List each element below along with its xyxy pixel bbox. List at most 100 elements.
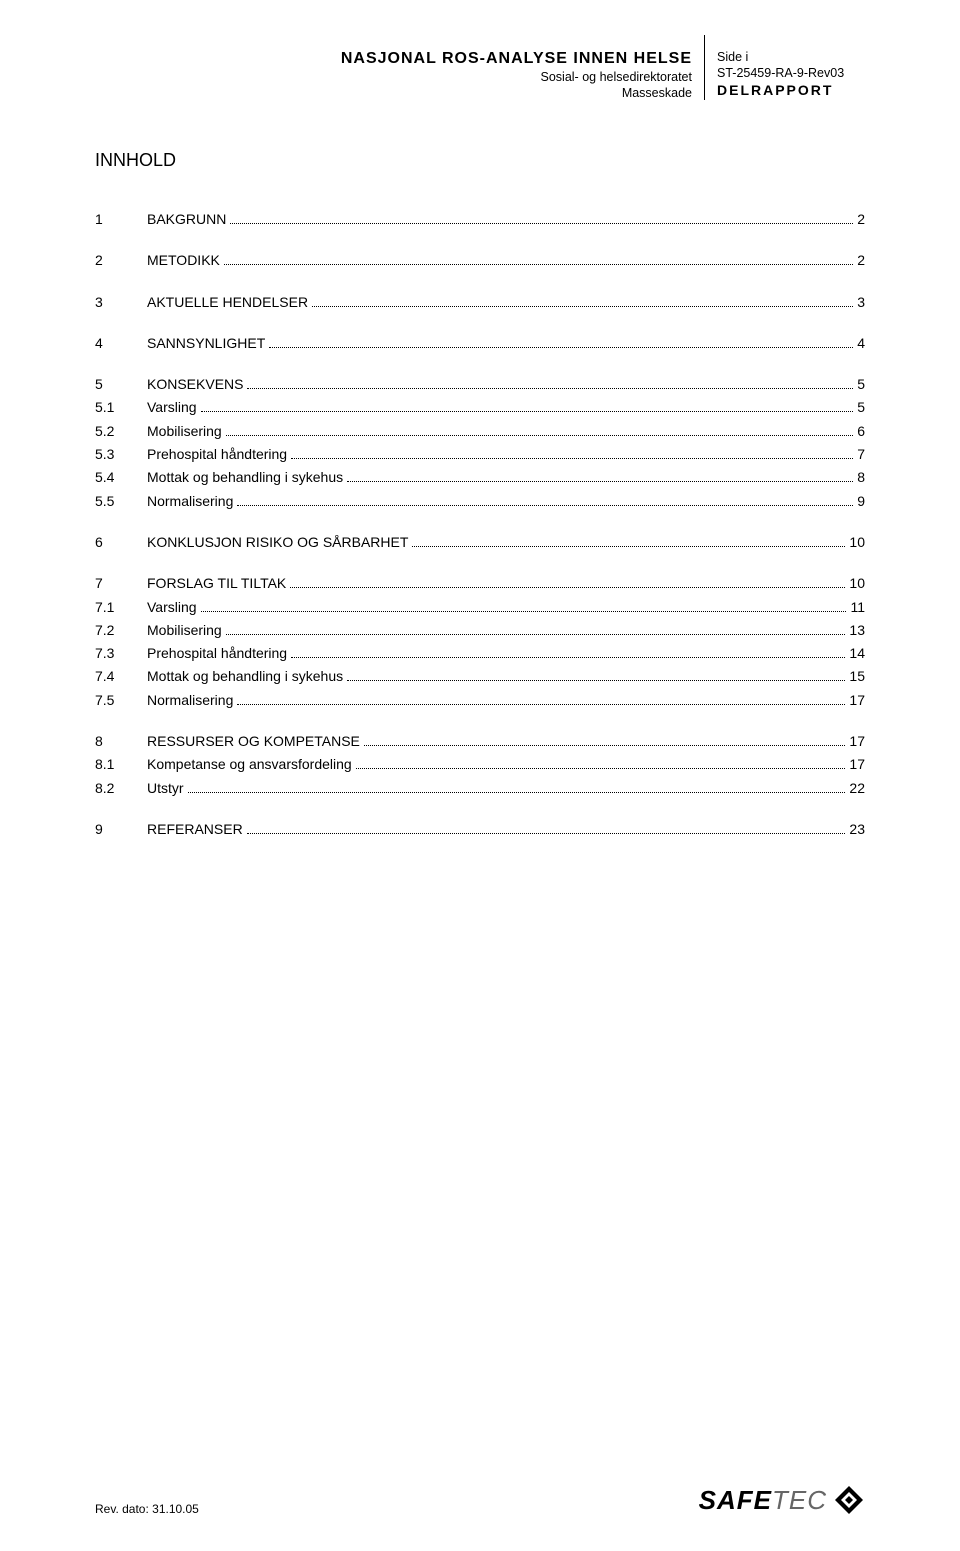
toc-entry-page: 14	[849, 643, 865, 663]
toc-entry: 7.1Varsling 11	[95, 597, 865, 617]
toc-entry-page: 3	[857, 292, 865, 312]
header-right-block: Side i ST-25459-RA-9-Rev03 DELRAPPORT	[705, 50, 865, 100]
toc-entry-label: Normalisering	[147, 690, 233, 710]
toc-group-gap	[95, 713, 865, 731]
toc-entry-page: 9	[857, 491, 865, 511]
toc-entry-number: 1	[95, 209, 147, 229]
logo-text: SAFETEC	[699, 1485, 827, 1516]
toc-leader-dots	[291, 458, 853, 459]
safetec-logo: SAFETEC	[699, 1484, 865, 1516]
toc-entry-label: BAKGRUNN	[147, 209, 226, 229]
toc-entry-number: 8.2	[95, 778, 147, 798]
toc-entry-page: 8	[857, 467, 865, 487]
toc-leader-dots	[247, 388, 853, 389]
toc-entry-label: FORSLAG TIL TILTAK	[147, 573, 286, 593]
toc-entry-label: Prehospital håndtering	[147, 444, 287, 464]
toc-entry-label: REFERANSER	[147, 819, 243, 839]
toc-entry: 5.5Normalisering 9	[95, 491, 865, 511]
toc-entry-page: 6	[857, 421, 865, 441]
page-footer: Rev. dato: 31.10.05 SAFETEC	[95, 1484, 865, 1516]
toc-entry-page: 5	[857, 374, 865, 394]
toc-entry-page: 2	[857, 209, 865, 229]
toc-entry: 4SANNSYNLIGHET4	[95, 333, 865, 353]
toc-entry: 5.1Varsling5	[95, 397, 865, 417]
toc-entry-page: 22	[849, 778, 865, 798]
toc-entry-number: 7	[95, 573, 147, 593]
toc-group-gap	[95, 555, 865, 573]
toc-entry: 3AKTUELLE HENDELSER3	[95, 292, 865, 312]
toc-entry-label: Mottak og behandling i sykehus	[147, 666, 343, 686]
toc-entry-page: 11	[850, 597, 865, 617]
doc-title: NASJONAL ROS-ANALYSE INNEN HELSE	[95, 50, 692, 68]
toc-entry-page: 10	[849, 532, 865, 552]
toc-entry: 2METODIKK2	[95, 250, 865, 270]
table-of-contents: 1BAKGRUNN22METODIKK23AKTUELLE HENDELSER3…	[95, 209, 865, 839]
toc-entry-label: Mobilisering	[147, 620, 222, 640]
toc-entry-number: 5.5	[95, 491, 147, 511]
toc-entry-label: Utstyr	[147, 778, 184, 798]
toc-group-gap	[95, 274, 865, 292]
toc-leader-dots	[290, 587, 845, 588]
toc-entry-number: 5	[95, 374, 147, 394]
toc-entry-number: 5.2	[95, 421, 147, 441]
logo-thin: TEC	[772, 1485, 827, 1515]
toc-leader-dots	[312, 306, 853, 307]
toc-leader-dots	[247, 833, 846, 834]
toc-entry-number: 8	[95, 731, 147, 751]
toc-entry: 8RESSURSER OG KOMPETANSE17	[95, 731, 865, 751]
toc-leader-dots	[412, 546, 845, 547]
toc-leader-dots	[226, 634, 846, 635]
toc-entry: 5KONSEKVENS5	[95, 374, 865, 394]
toc-leader-dots	[201, 411, 854, 412]
toc-entry-page: 13	[849, 620, 865, 640]
side-label: Side i	[717, 50, 865, 64]
toc-leader-dots	[356, 768, 846, 769]
toc-entry-page: 15	[849, 666, 865, 686]
toc-entry-number: 7.3	[95, 643, 147, 663]
toc-group-gap	[95, 514, 865, 532]
toc-entry-page: 7	[857, 444, 865, 464]
toc-entry-number: 2	[95, 250, 147, 270]
toc-leader-dots	[230, 223, 853, 224]
delrapport-label: DELRAPPORT	[717, 82, 865, 98]
toc-entry-label: Varsling	[147, 397, 197, 417]
toc-entry: 1BAKGRUNN 2	[95, 209, 865, 229]
toc-entry: 5.3Prehospital håndtering 7	[95, 444, 865, 464]
toc-leader-dots	[224, 264, 853, 265]
toc-leader-dots	[347, 481, 853, 482]
doc-subtitle: Sosial- og helsedirektoratet	[95, 70, 692, 84]
toc-entry-number: 7.1	[95, 597, 147, 617]
document-header: NASJONAL ROS-ANALYSE INNEN HELSE Sosial-…	[95, 50, 865, 100]
toc-entry-label: Normalisering	[147, 491, 233, 511]
toc-entry: 6KONKLUSJON RISIKO OG SÅRBARHET10	[95, 532, 865, 552]
toc-entry-page: 2	[857, 250, 865, 270]
doc-number: ST-25459-RA-9-Rev03	[717, 66, 865, 80]
toc-leader-dots	[226, 435, 854, 436]
toc-entry-page: 17	[849, 754, 865, 774]
toc-entry-number: 6	[95, 532, 147, 552]
header-left-block: NASJONAL ROS-ANALYSE INNEN HELSE Sosial-…	[95, 50, 704, 100]
toc-heading: INNHOLD	[95, 150, 865, 171]
toc-entry: 7FORSLAG TIL TILTAK10	[95, 573, 865, 593]
toc-leader-dots	[347, 680, 845, 681]
toc-entry-number: 5.3	[95, 444, 147, 464]
toc-entry-number: 7.4	[95, 666, 147, 686]
toc-entry-label: SANNSYNLIGHET	[147, 333, 265, 353]
toc-entry-number: 5.4	[95, 467, 147, 487]
toc-entry-label: Mobilisering	[147, 421, 222, 441]
toc-group-gap	[95, 232, 865, 250]
logo-icon	[833, 1484, 865, 1516]
toc-entry: 5.2Mobilisering 6	[95, 421, 865, 441]
toc-group-gap	[95, 801, 865, 819]
toc-entry: 7.2Mobilisering13	[95, 620, 865, 640]
toc-group-gap	[95, 356, 865, 374]
toc-entry: 7.4Mottak og behandling i sykehus 15	[95, 666, 865, 686]
toc-leader-dots	[364, 745, 846, 746]
toc-entry: 8.2Utstyr 22	[95, 778, 865, 798]
toc-entry-page: 4	[857, 333, 865, 353]
toc-entry: 7.5Normalisering17	[95, 690, 865, 710]
toc-entry-number: 4	[95, 333, 147, 353]
toc-leader-dots	[269, 347, 853, 348]
toc-entry: 7.3Prehospital håndtering14	[95, 643, 865, 663]
toc-entry-label: Varsling	[147, 597, 197, 617]
